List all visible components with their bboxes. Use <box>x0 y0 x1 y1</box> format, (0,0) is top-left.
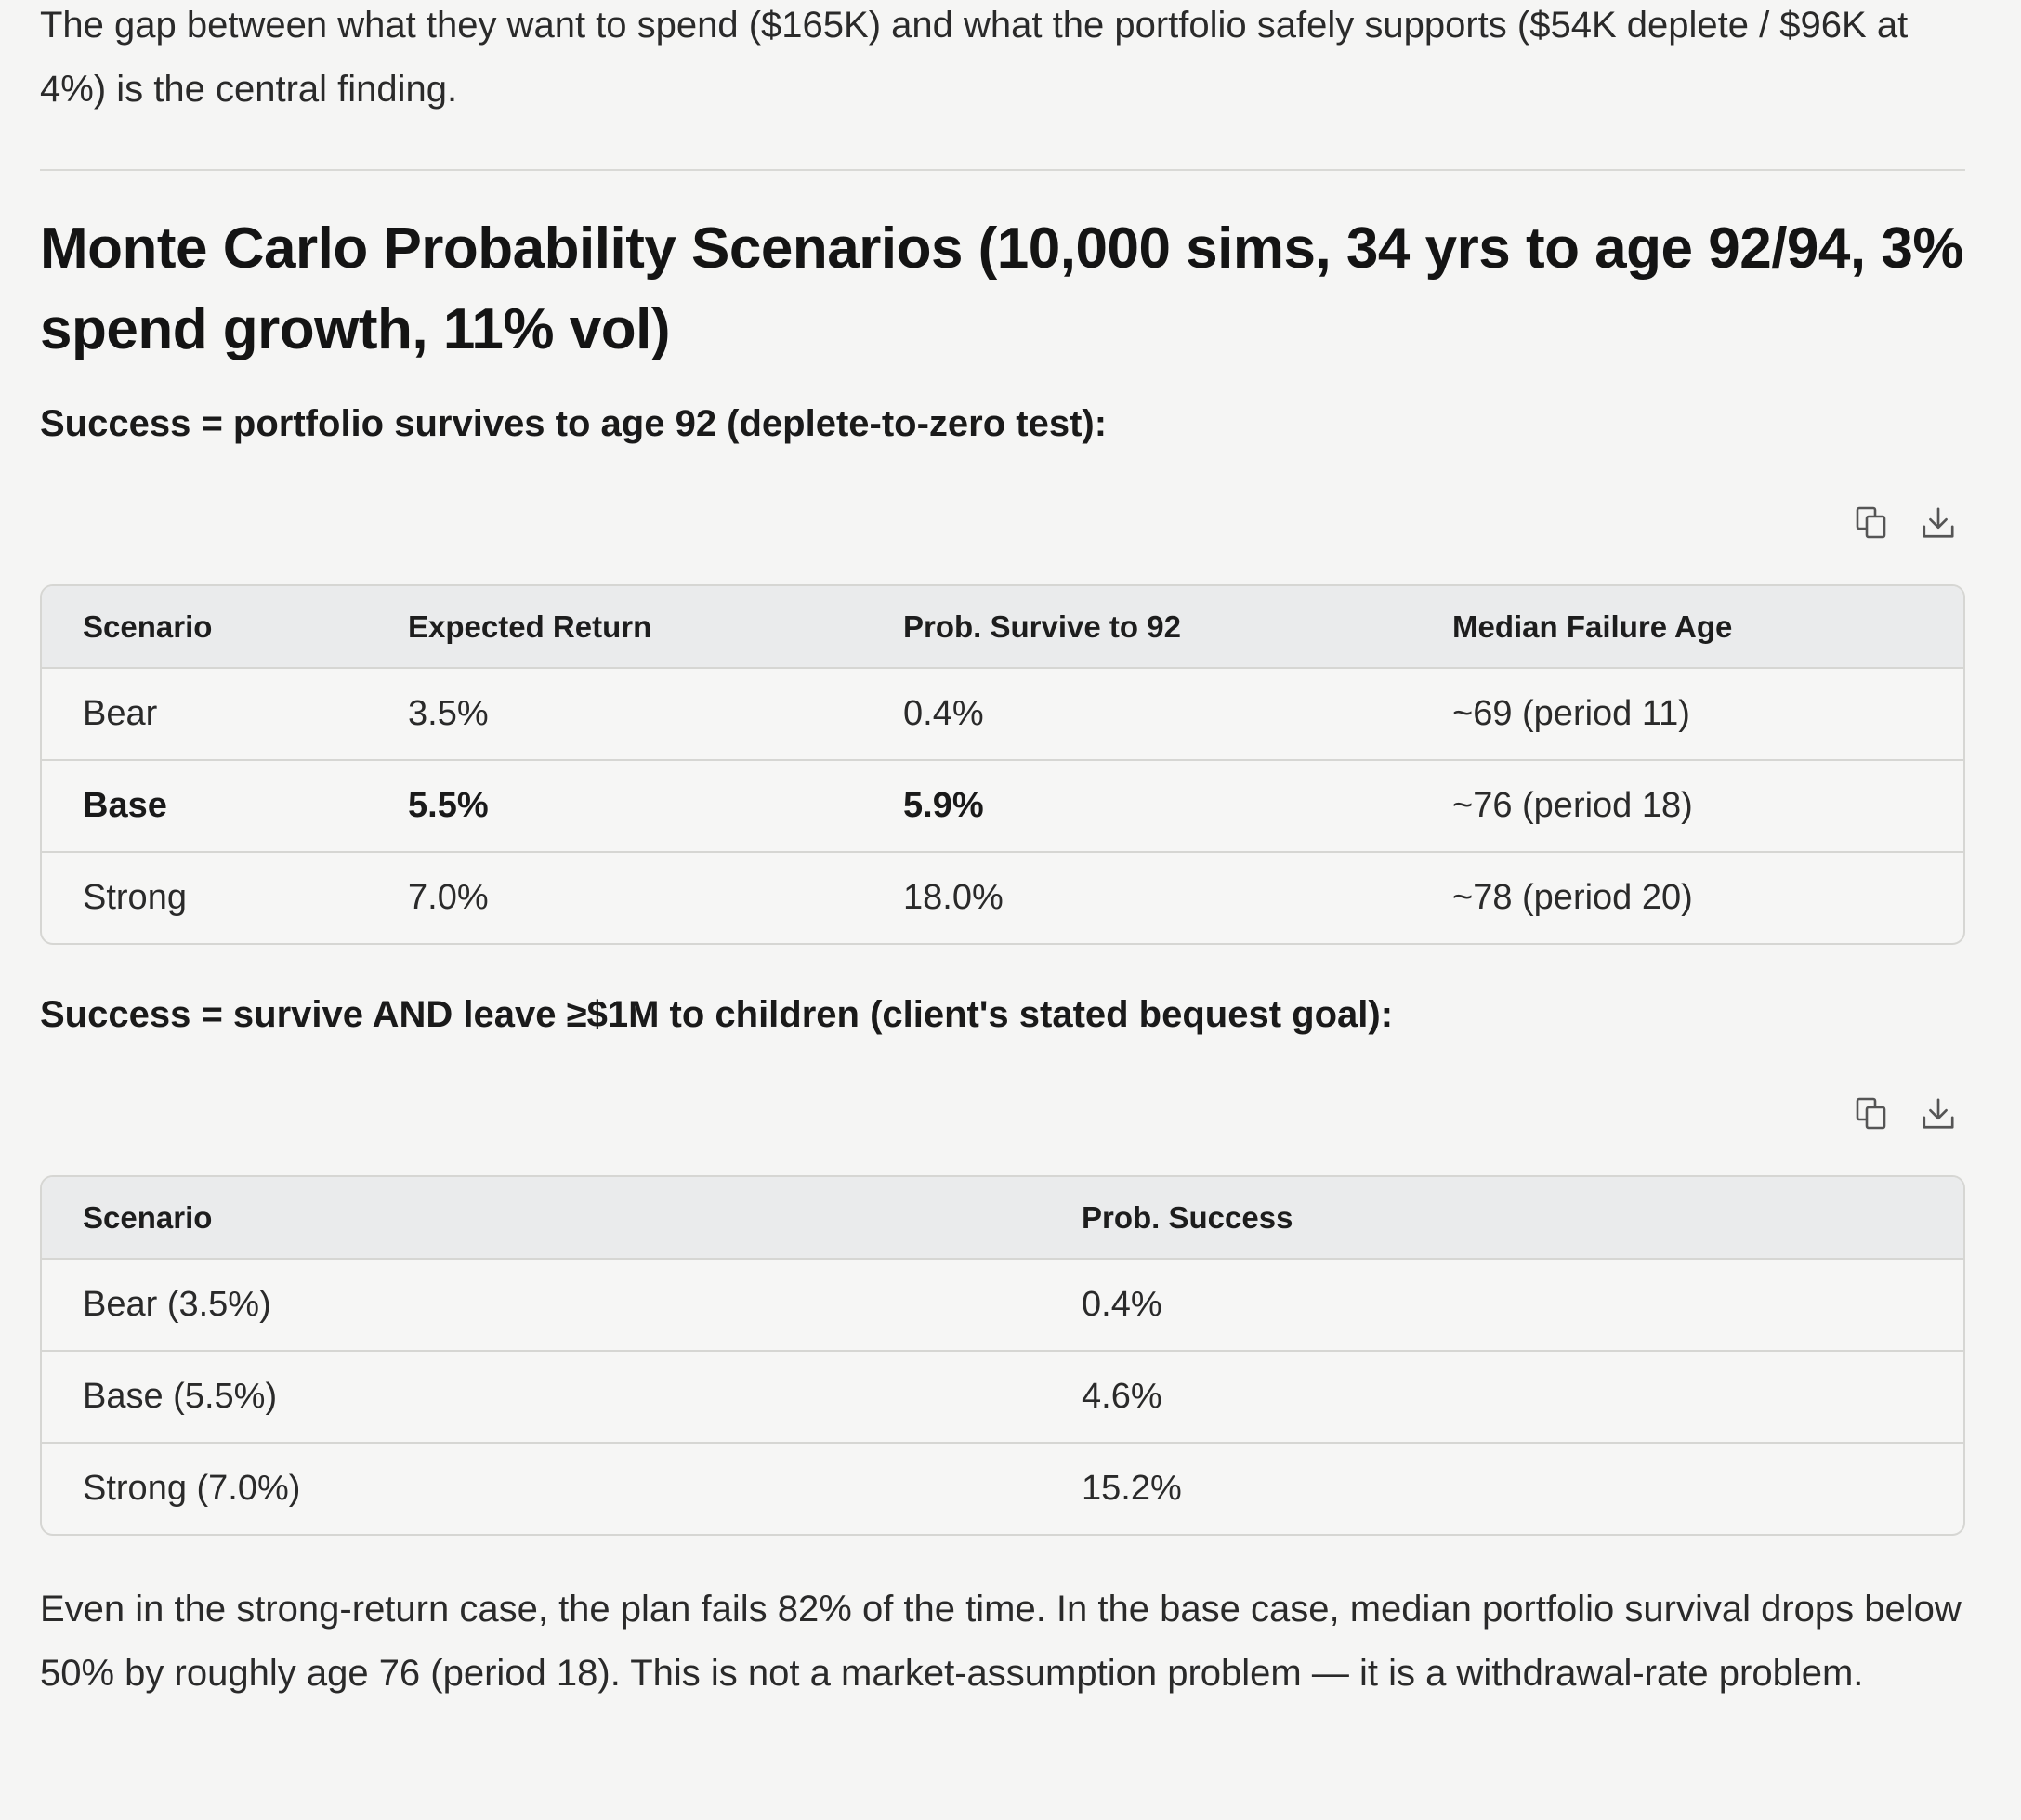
table-row: Strong 7.0% 18.0% ~78 (period 20) <box>42 852 1963 943</box>
table1: Scenario Expected Return Prob. Survive t… <box>40 584 1965 945</box>
table-cell: 0.4% <box>862 668 1411 761</box>
table-cell: Bear (3.5%) <box>42 1259 1041 1352</box>
table2-header-prob-success: Prob. Success <box>1041 1177 1963 1260</box>
table1-copy-button[interactable] <box>1854 504 1889 542</box>
table1-header-scenario: Scenario <box>42 586 367 669</box>
table2-header-row: Scenario Prob. Success <box>42 1177 1963 1260</box>
table-cell: ~69 (period 11) <box>1411 668 1963 761</box>
intro-paragraph: The gap between what they want to spend … <box>40 5 1909 110</box>
table2-copy-button[interactable] <box>1854 1095 1889 1133</box>
table2-toolbar <box>40 1093 1965 1134</box>
table2: Scenario Prob. Success Bear (3.5%) 0.4% … <box>40 1175 1965 1536</box>
table1-toolbar <box>40 503 1965 543</box>
table1-subheading: Success = portfolio survives to age 92 (… <box>40 403 1108 444</box>
table1-header-row: Scenario Expected Return Prob. Survive t… <box>42 586 1963 669</box>
table-cell: Strong (7.0%) <box>83 1469 301 1508</box>
table-cell: Base <box>42 760 367 853</box>
table-cell: 0.4% <box>1041 1259 1963 1352</box>
table-row: Base 5.5% 5.9% ~76 (period 18) <box>42 760 1963 853</box>
table-row: Strong (7.0%) 15.2% <box>42 1443 1963 1534</box>
message-content: The gap between what they want to spend … <box>40 0 1965 1743</box>
table-cell: ~76 (period 18) <box>1411 760 1963 853</box>
table-cell: 18.0% <box>903 878 1004 917</box>
download-icon <box>1923 1098 1954 1129</box>
table-cell: ~78 (period 20) <box>1452 878 1693 917</box>
table-cell: Strong <box>83 878 187 917</box>
table-row: Bear (3.5%) 0.4% <box>42 1259 1963 1352</box>
table-row: Base (5.5%) 4.6% <box>42 1351 1963 1444</box>
copy-icon <box>1856 506 1886 539</box>
table1-download-button[interactable] <box>1921 504 1956 542</box>
conclusion-paragraph: Even in the strong-return case, the plan… <box>40 1589 1962 1694</box>
table1-header-prob-survive: Prob. Survive to 92 <box>862 586 1411 669</box>
table2-header-scenario: Scenario <box>42 1177 1041 1260</box>
table-cell: 15.2% <box>1082 1469 1182 1508</box>
table-cell: 5.5% <box>367 760 862 853</box>
table-cell: Base (5.5%) <box>42 1351 1041 1444</box>
download-icon <box>1923 507 1954 538</box>
table-cell: Bear <box>42 668 367 761</box>
table-cell: 3.5% <box>367 668 862 761</box>
table2-subheading: Success = survive AND leave ≥$1M to chil… <box>40 994 1394 1035</box>
section-heading: Monte Carlo Probability Scenarios (10,00… <box>40 216 1963 361</box>
table1-header-expected-return: Expected Return <box>367 586 862 669</box>
table-row: Bear 3.5% 0.4% ~69 (period 11) <box>42 668 1963 761</box>
table-cell: 4.6% <box>1041 1351 1963 1444</box>
table-cell: 7.0% <box>408 878 489 917</box>
table-cell: 5.9% <box>862 760 1411 853</box>
table2-download-button[interactable] <box>1921 1095 1956 1133</box>
horizontal-divider <box>40 169 1965 171</box>
copy-icon <box>1856 1097 1886 1130</box>
table1-header-median-failure-age: Median Failure Age <box>1411 586 1963 669</box>
